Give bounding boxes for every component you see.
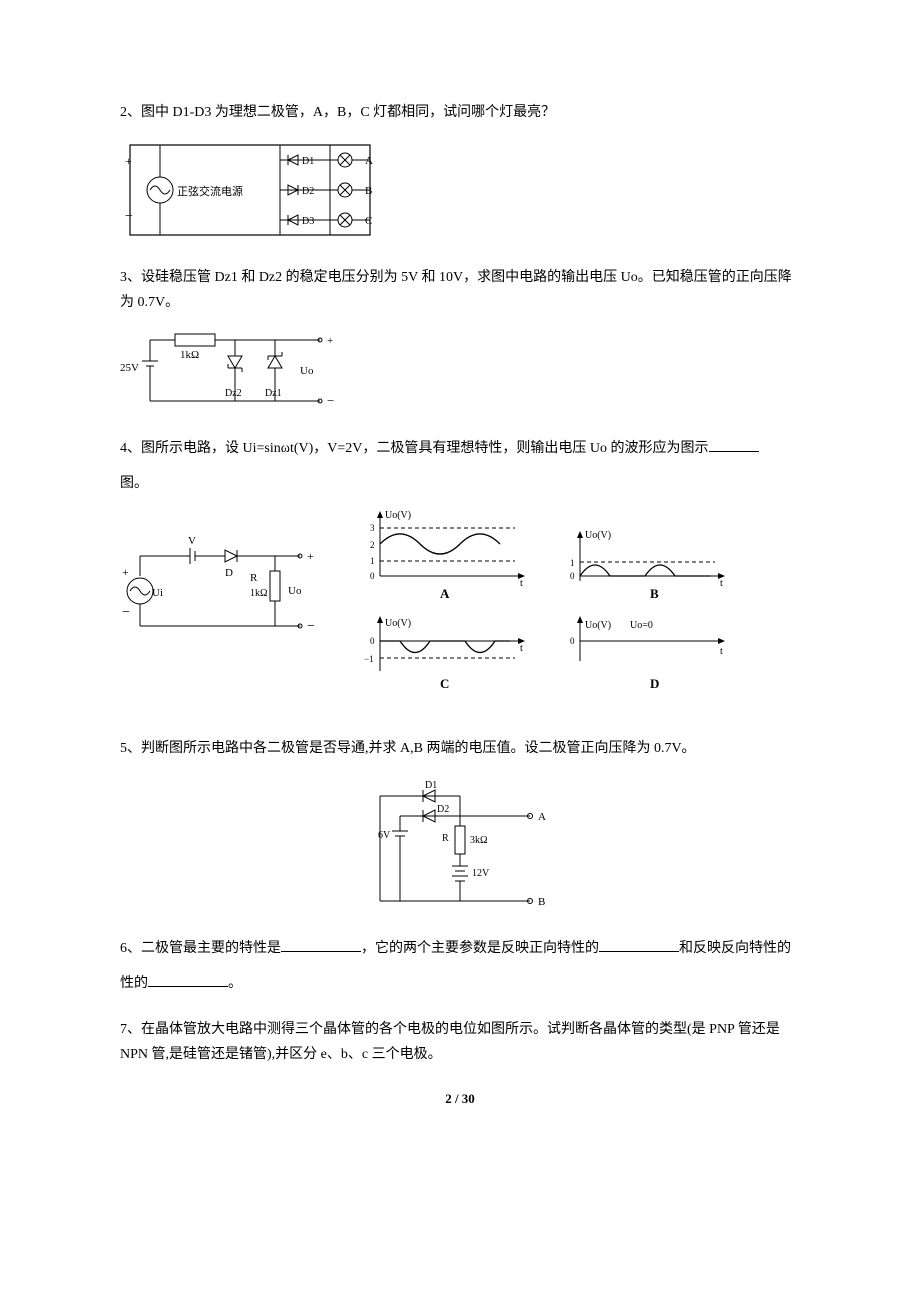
svg-text:+: + [327,335,333,347]
svg-text:Uo=0: Uo=0 [630,620,653,631]
q4-waveforms: Uo(V) 3 2 1 0 t A Uo(V) 1 0 t [350,506,730,716]
svg-text:Uo(V): Uo(V) [385,618,411,629]
question-4: 4、图所示电路，设 Ui=sinωt(V)，V=2V，二极管具有理想特性，则输出… [120,436,800,716]
svg-text:1: 1 [570,558,575,568]
svg-text:−: − [327,393,334,408]
question-2: 2、图中 D1-D3 为理想二极管，A，B，C 灯都相同，试问哪个灯最亮？ 正弦… [120,100,800,245]
svg-text:B: B [538,896,545,908]
svg-text:t: t [720,578,723,589]
svg-text:Dz1: Dz1 [265,388,282,399]
minus-icon: − [125,209,133,224]
svg-text:t: t [720,646,723,657]
svg-text:D: D [225,567,233,579]
source-label: 正弦交流电源 [177,184,243,198]
svg-text:C: C [365,215,372,227]
svg-text:Ui: Ui [152,587,163,599]
svg-text:C: C [440,676,449,691]
q2-text: 2、图中 D1-D3 为理想二极管，A，B，C 灯都相同，试问哪个灯最亮？ [120,100,800,125]
svg-text:A: A [440,586,450,601]
svg-text:1kΩ: 1kΩ [180,349,199,361]
svg-text:D: D [650,676,659,691]
svg-text:t: t [520,643,523,654]
q3-text: 3、设硅稳压管 Dz1 和 Dz2 的稳定电压分别为 5V 和 10V，求图中电… [120,265,800,315]
svg-text:Uo(V): Uo(V) [585,620,611,631]
svg-text:D2: D2 [302,186,314,197]
svg-text:+: + [307,549,314,563]
svg-text:0: 0 [570,571,575,581]
svg-text:+: + [122,565,129,579]
svg-text:−: − [122,605,130,620]
svg-text:B: B [365,185,372,197]
svg-text:1: 1 [370,556,375,566]
svg-text:2: 2 [370,540,375,550]
svg-text:Dz2: Dz2 [225,388,242,399]
svg-text:12V: 12V [472,868,490,879]
svg-text:3kΩ: 3kΩ [470,835,487,846]
svg-text:R: R [442,833,449,844]
svg-text:A: A [365,155,373,167]
question-3: 3、设硅稳压管 Dz1 和 Dz2 的稳定电压分别为 5V 和 10V，求图中电… [120,265,800,415]
q6-text-2: 性的。 [120,971,800,996]
svg-text:t: t [520,578,523,589]
q5-text: 5、判断图所示电路中各二极管是否导通,并求 A,B 两端的电压值。设二极管正向压… [120,736,800,761]
svg-text:1kΩ: 1kΩ [250,588,267,599]
page-footer: 2 / 30 [120,1087,800,1110]
svg-text:0: 0 [370,636,375,646]
svg-text:−: − [307,619,315,634]
svg-text:Uo: Uo [300,365,314,377]
svg-text:V: V [188,535,196,547]
svg-text:A: A [538,811,546,823]
svg-text:3: 3 [370,523,375,533]
q7-text: 7、在晶体管放大电路中测得三个晶体管的各个电极的电位如图所示。试判断各晶体管的类… [120,1017,800,1067]
q4-circuit: V D R 1kΩ Ui + − + [120,506,330,686]
svg-text:Uo: Uo [288,585,302,597]
question-5: 5、判断图所示电路中各二极管是否导通,并求 A,B 两端的电压值。设二极管正向压… [120,736,800,916]
svg-text:D3: D3 [302,216,314,227]
svg-text:D1: D1 [302,156,314,167]
svg-text:25V: 25V [120,362,139,374]
svg-text:−1: −1 [364,654,374,664]
plus-icon: + [125,154,132,168]
q5-diagram: D1 D2 6V R 3kΩ 12V [120,776,800,916]
svg-text:0: 0 [570,636,575,646]
question-6: 6、二极管最主要的特性是，它的两个主要参数是反映正向特性的和反映反向特性的 性的… [120,936,800,996]
svg-text:R: R [250,572,258,584]
svg-text:6V: 6V [378,830,391,841]
q2-diagram: 正弦交流电源 + − D1 A D2 [120,135,800,245]
q3-diagram: 1kΩ 25V Dz2 Dz1 [120,326,800,416]
q4-text2: 图。 [120,471,800,496]
q4-diagrams: V D R 1kΩ Ui + − + [120,506,800,716]
q4-text: 4、图所示电路，设 Ui=sinωt(V)，V=2V，二极管具有理想特性，则输出… [120,436,800,461]
q6-text: 6、二极管最主要的特性是，它的两个主要参数是反映正向特性的和反映反向特性的 [120,936,800,961]
svg-text:B: B [650,586,659,601]
svg-text:Uo(V): Uo(V) [385,510,411,521]
svg-text:D1: D1 [425,780,437,791]
svg-text:Uo(V): Uo(V) [585,530,611,541]
svg-text:D2: D2 [437,804,449,815]
svg-text:0: 0 [370,571,375,581]
question-7: 7、在晶体管放大电路中测得三个晶体管的各个电极的电位如图所示。试判断各晶体管的类… [120,1017,800,1067]
